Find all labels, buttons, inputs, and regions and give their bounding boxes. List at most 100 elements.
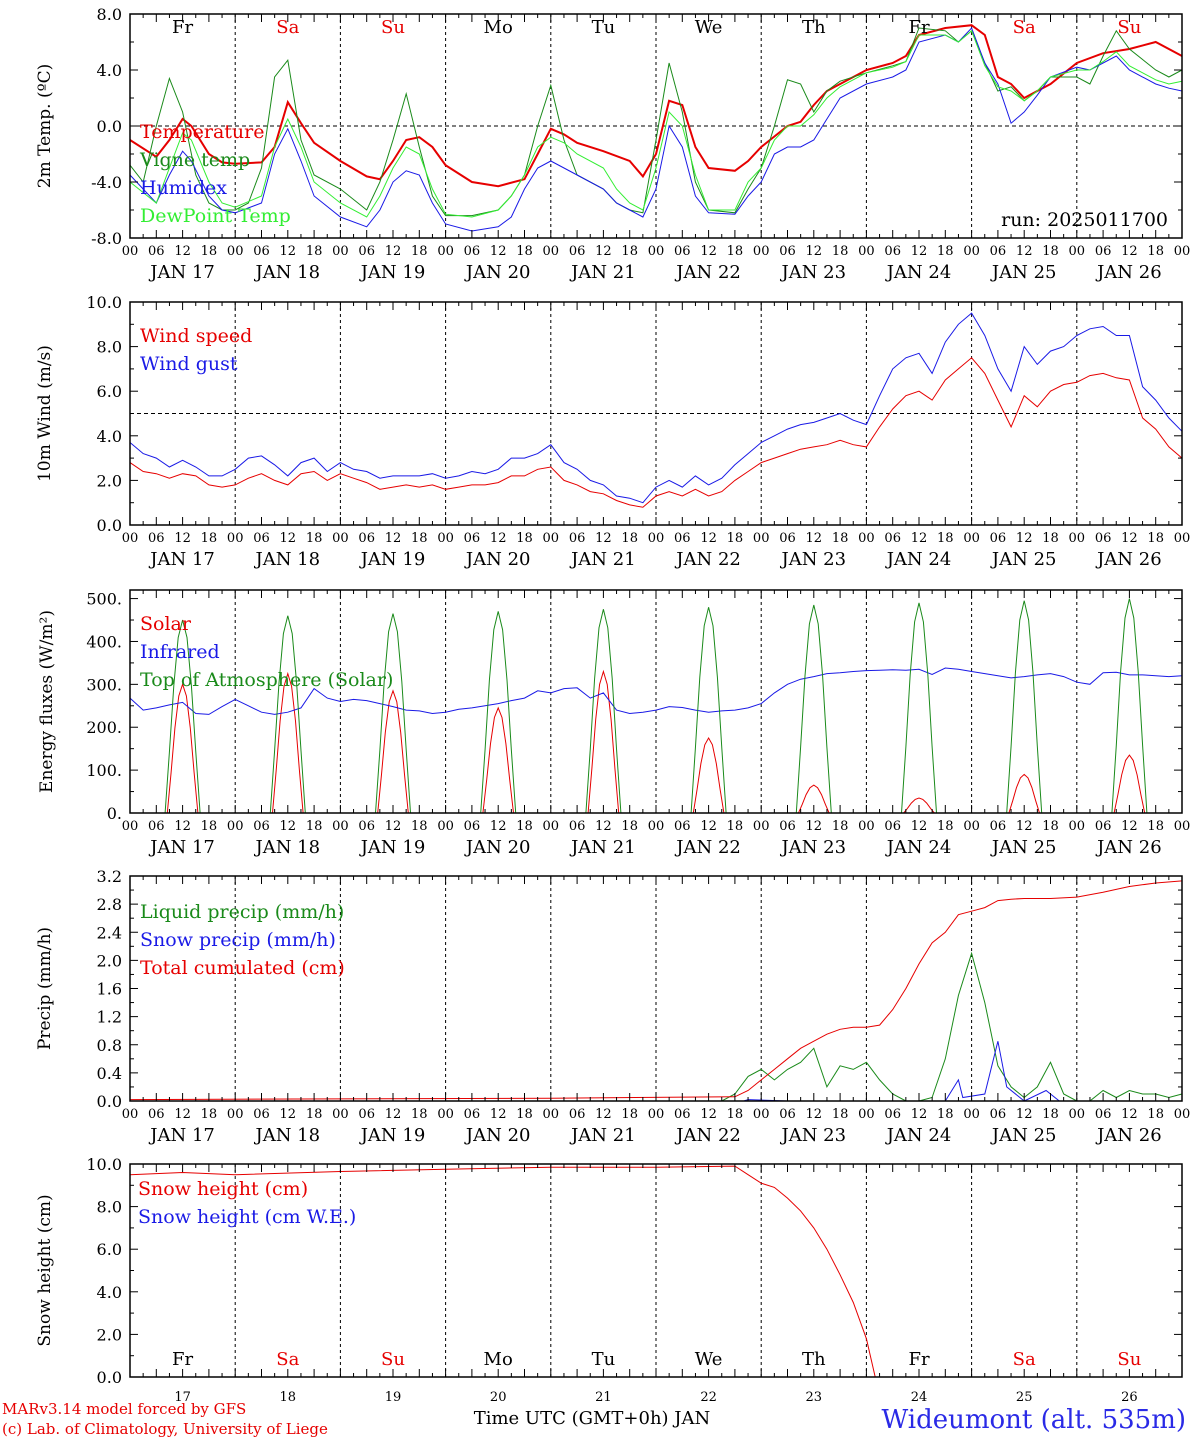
hour-tick-label: 12 xyxy=(1016,1107,1033,1122)
hour-tick-label: 12 xyxy=(1121,531,1138,546)
y-tick-label: 2.0 xyxy=(97,1325,122,1344)
hour-tick-label: 12 xyxy=(385,819,402,834)
hour-tick-label: 12 xyxy=(385,244,402,259)
hour-tick-label: 12 xyxy=(385,531,402,546)
day-label: JAN 24 xyxy=(885,262,952,283)
hour-tick-label: 00 xyxy=(1069,819,1086,834)
hour-tick-label: 00 xyxy=(1069,531,1086,546)
day-label: JAN 22 xyxy=(674,837,741,858)
hour-tick-label: 00 xyxy=(227,1107,244,1122)
day-label: JAN 25 xyxy=(990,1125,1057,1146)
y-tick-label: 8.0 xyxy=(97,1198,122,1217)
day-label: JAN 22 xyxy=(674,262,741,283)
hour-tick-label: 12 xyxy=(911,1107,928,1122)
legend-entry: Snow height (cm W.E.) xyxy=(138,1206,356,1228)
hour-tick-label: 06 xyxy=(1095,531,1112,546)
hour-tick-label: 06 xyxy=(358,531,375,546)
hour-tick-label: 06 xyxy=(569,531,586,546)
hour-tick-label: 18 xyxy=(727,244,744,259)
hour-tick-label: 12 xyxy=(911,244,928,259)
hour-tick-label: 06 xyxy=(779,819,796,834)
y-tick-label: 4.0 xyxy=(97,61,122,80)
day-number: 26 xyxy=(1121,1390,1138,1405)
day-label: JAN 23 xyxy=(780,837,847,858)
day-number: 18 xyxy=(280,1390,297,1405)
day-label: JAN 21 xyxy=(569,549,636,570)
weekday-label: Sa xyxy=(276,17,299,38)
y-tick-label: 1.6 xyxy=(97,980,122,999)
hour-tick-label: 12 xyxy=(1121,244,1138,259)
day-label: JAN 18 xyxy=(254,837,321,858)
legend-entry: Wind speed xyxy=(140,325,252,347)
day-label: JAN 24 xyxy=(885,1125,952,1146)
panel-precip: 0.0 0.4 0.8 1.2 1.6 2.0 2.4 2.8 3.2 Precip (mm/h)… xyxy=(35,867,1190,1146)
hour-tick-label: 18 xyxy=(1042,244,1059,259)
hour-tick-label: 18 xyxy=(201,1107,218,1122)
legend-entry: Temperature xyxy=(140,121,264,143)
hour-tick-label: 06 xyxy=(358,244,375,259)
weekday-label: We xyxy=(695,17,723,38)
day-label: JAN 22 xyxy=(674,549,741,570)
series-humidex xyxy=(129,27,1183,232)
hour-tick-label: 06 xyxy=(884,819,901,834)
day-label: JAN 21 xyxy=(569,262,636,283)
hour-tick-label: 18 xyxy=(832,819,849,834)
series-wind-gust xyxy=(129,312,1183,504)
weekday-label: Sa xyxy=(276,1349,299,1370)
hour-tick-label: 18 xyxy=(201,244,218,259)
day-number: 21 xyxy=(595,1390,612,1405)
hour-tick-label: 06 xyxy=(358,819,375,834)
day-label: JAN 26 xyxy=(1095,549,1162,570)
hour-tick-label: 18 xyxy=(832,244,849,259)
y-tick-label: 4.0 xyxy=(97,427,122,446)
hour-tick-label: 12 xyxy=(174,1107,191,1122)
hour-tick-label: 12 xyxy=(1016,531,1033,546)
panel-snow: 0.0 2.0 4.0 6.0 8.0 10.0 Snow height (cm) Snow … xyxy=(35,1155,1183,1405)
legend-entry: Snow precip (mm/h) xyxy=(140,929,336,951)
hour-tick-label: 00 xyxy=(648,244,665,259)
hour-tick-label: 00 xyxy=(227,819,244,834)
hour-tick-label: 12 xyxy=(280,819,297,834)
day-label: JAN 17 xyxy=(148,549,215,570)
hour-tick-label: 12 xyxy=(490,531,507,546)
hour-tick-label: 06 xyxy=(148,1107,165,1122)
hour-tick-label: 06 xyxy=(674,244,691,259)
hour-tick-label: 00 xyxy=(963,244,980,259)
hour-tick-label: 12 xyxy=(700,819,717,834)
weekday-label: Su xyxy=(1117,17,1141,38)
hour-tick-label: 00 xyxy=(1174,1107,1191,1122)
hour-tick-label: 12 xyxy=(385,1107,402,1122)
series-dewpoint-temp xyxy=(129,29,1183,218)
day-label: JAN 21 xyxy=(569,837,636,858)
legend-entry: Humidex xyxy=(140,177,227,199)
hour-tick-label: 06 xyxy=(990,819,1007,834)
hour-tick-label: 18 xyxy=(306,244,323,259)
y-tick-label: 2.0 xyxy=(97,471,122,490)
hour-tick-label: 00 xyxy=(437,819,454,834)
day-label: JAN 23 xyxy=(780,549,847,570)
y-tick-label: 8.0 xyxy=(97,338,122,357)
hour-tick-label: 12 xyxy=(700,531,717,546)
y-tick-label: 2.4 xyxy=(97,923,122,942)
hour-tick-label: 00 xyxy=(858,1107,875,1122)
hour-tick-label: 06 xyxy=(1095,1107,1112,1122)
hour-tick-label: 18 xyxy=(832,531,849,546)
hour-tick-label: 18 xyxy=(1147,819,1164,834)
hour-tick-label: 00 xyxy=(648,819,665,834)
y-axis-title: Energy fluxes (W/m²) xyxy=(37,610,57,793)
hour-tick-label: 06 xyxy=(990,531,1007,546)
day-label: JAN 19 xyxy=(359,1125,426,1146)
hour-tick-label: 06 xyxy=(464,244,481,259)
day-label: JAN 23 xyxy=(780,262,847,283)
hour-tick-label: 00 xyxy=(332,244,349,259)
hour-tick-label: 00 xyxy=(543,1107,560,1122)
day-label: JAN 24 xyxy=(885,549,952,570)
hour-tick-label: 06 xyxy=(779,531,796,546)
day-label: JAN 20 xyxy=(464,1125,531,1146)
y-tick-label: 6.0 xyxy=(97,1240,122,1259)
hour-tick-label: 18 xyxy=(516,531,533,546)
hour-tick-label: 12 xyxy=(280,531,297,546)
legend-entry: Wind gust xyxy=(140,353,238,375)
hour-tick-label: 00 xyxy=(858,819,875,834)
hour-tick-label: 00 xyxy=(437,244,454,259)
